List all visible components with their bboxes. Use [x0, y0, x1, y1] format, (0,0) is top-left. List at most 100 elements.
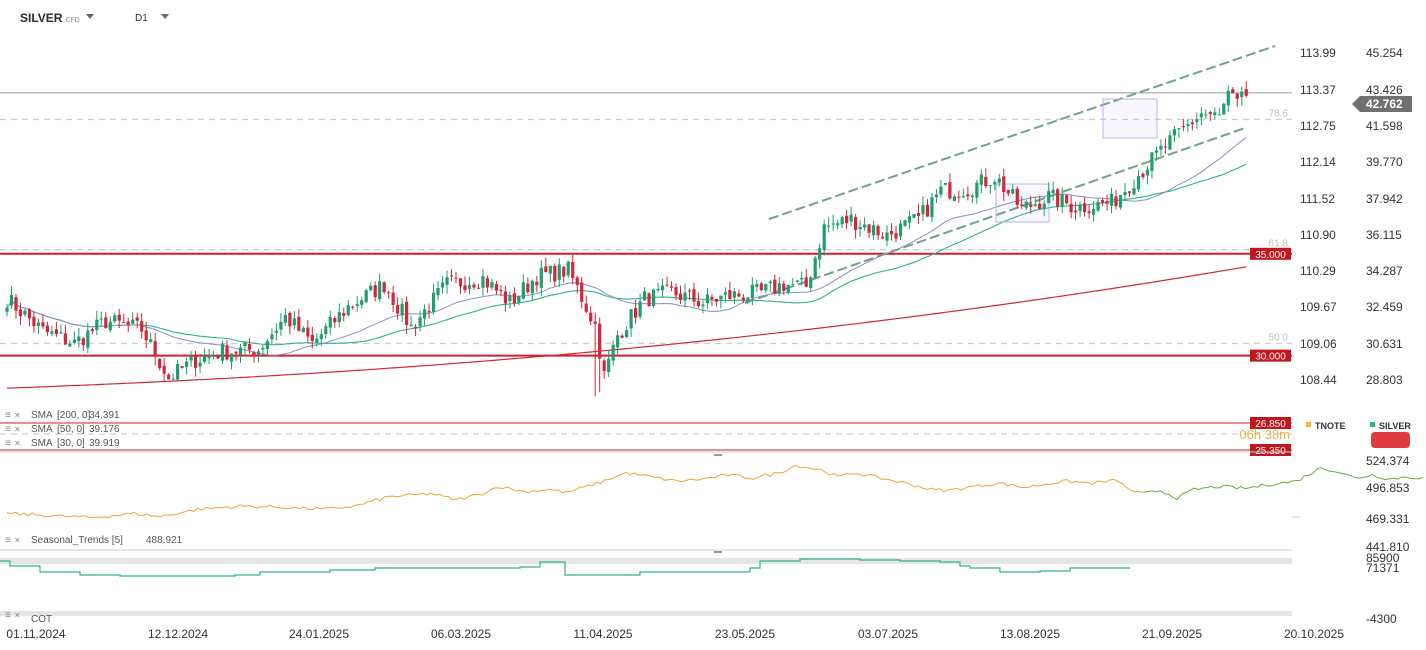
- silver-legend-badge: [1371, 432, 1410, 448]
- candle-body: [202, 355, 207, 362]
- candle-body: [1011, 189, 1015, 194]
- candle-body: [683, 292, 687, 301]
- last-price-badge: [1352, 96, 1412, 112]
- candle-body: [791, 284, 795, 286]
- countdown-label: 06h 38m: [1239, 427, 1290, 442]
- timeframe-selector[interactable]: D1: [135, 13, 148, 24]
- candle-body: [68, 343, 72, 347]
- candle-body: [472, 284, 476, 288]
- indicator-menu-icon: ≡: [5, 424, 11, 435]
- candle-body: [140, 321, 144, 332]
- candle-body: [225, 345, 229, 360]
- candle-body: [1181, 126, 1185, 128]
- level-badge-label: 26.850: [1255, 419, 1286, 430]
- right-axis-tick: 45.254: [1366, 46, 1403, 60]
- candle-body: [1069, 203, 1073, 213]
- candle-body: [337, 312, 341, 323]
- candle-body: [207, 355, 211, 359]
- candle-body: [598, 323, 602, 359]
- candle-body: [1172, 129, 1176, 136]
- candle-body: [431, 292, 436, 312]
- candle-body: [220, 344, 225, 361]
- candle-body: [907, 216, 912, 223]
- candle-body: [315, 338, 319, 343]
- left-axis-tick: 110.90: [1300, 228, 1336, 242]
- candle-body: [741, 297, 745, 301]
- candle-body: [445, 277, 449, 285]
- candle-body: [930, 197, 934, 218]
- timeframe-dropdown-icon[interactable]: [161, 14, 169, 19]
- candle-body: [584, 303, 588, 312]
- candle-body: [737, 293, 741, 297]
- candle-body: [876, 225, 880, 236]
- candle-body: [117, 314, 121, 321]
- candle-body: [854, 217, 858, 230]
- indicator-menu-icon: ≡: [5, 610, 11, 621]
- left-axis-tick: 112.14: [1300, 155, 1336, 169]
- indicator-remove-icon: ✕: [14, 411, 21, 420]
- candle-body: [499, 289, 503, 292]
- candle-body: [773, 279, 777, 294]
- candle-body: [256, 351, 261, 355]
- candle-body: [14, 297, 18, 311]
- right-axis-tick: 32.459: [1366, 300, 1403, 314]
- candle-body: [889, 230, 894, 235]
- left-axis-tick: 109.06: [1300, 337, 1337, 351]
- candle-body: [903, 220, 907, 226]
- candle-body: [409, 324, 413, 327]
- candle-body: [997, 178, 1001, 183]
- candle-body: [1038, 203, 1042, 209]
- candle-body: [176, 363, 180, 380]
- candle-body: [23, 310, 27, 315]
- symbol-selector[interactable]: SILVER CFD: [20, 11, 80, 25]
- candle-body: [1118, 194, 1123, 208]
- last-price-label: 42.762: [1366, 97, 1403, 111]
- candle-body: [970, 195, 974, 198]
- candle-body: [705, 294, 710, 304]
- candle-body: [939, 186, 943, 195]
- candle-body: [77, 336, 81, 342]
- candle-body: [1078, 204, 1082, 212]
- left-axis-tick: 108.44: [1300, 373, 1337, 387]
- candle-body: [355, 304, 359, 307]
- indicator-remove-icon: ✕: [14, 439, 21, 448]
- seasonal-indicator-value: 488.921: [146, 535, 183, 546]
- candle-body: [916, 213, 921, 216]
- candle-body: [72, 339, 76, 343]
- fib-level-label: 61.8: [1269, 239, 1289, 250]
- candle-body: [952, 196, 956, 201]
- candle-body: [476, 287, 481, 289]
- candle-body: [620, 335, 624, 338]
- candle-body: [54, 329, 58, 334]
- candle-body: [665, 284, 669, 286]
- candle-body: [943, 183, 948, 185]
- candle-body: [1109, 193, 1114, 206]
- candle-body: [153, 341, 157, 357]
- indicator-value: 34.391: [89, 410, 120, 421]
- candle-body: [1186, 124, 1190, 127]
- candle-body: [858, 226, 862, 230]
- candle-body: [216, 355, 220, 359]
- candle-body: [126, 321, 130, 325]
- cot-axis-tick: -4300: [1366, 612, 1397, 626]
- symbol-dropdown-icon[interactable]: [86, 14, 94, 19]
- x-axis-tick: 06.03.2025: [431, 627, 491, 641]
- candle-body: [360, 300, 364, 305]
- candle-body: [1105, 201, 1109, 204]
- candle-body: [422, 309, 427, 319]
- candle-body: [59, 332, 63, 334]
- candle-body: [898, 223, 903, 237]
- silver-legend-label: SILVER: [1379, 421, 1411, 431]
- candle-body: [589, 312, 593, 322]
- candle-body: [41, 322, 45, 327]
- right-axis-tick: 37.942: [1366, 192, 1403, 206]
- candle-body: [238, 347, 243, 355]
- level-badge: [1250, 349, 1291, 362]
- candle-body: [149, 339, 153, 342]
- candle-body: [732, 291, 736, 298]
- candle-body: [490, 281, 494, 288]
- x-axis-tick: 23.05.2025: [715, 627, 775, 641]
- candle-body: [849, 214, 853, 222]
- tnote-legend-label: TNOTE: [1315, 421, 1346, 431]
